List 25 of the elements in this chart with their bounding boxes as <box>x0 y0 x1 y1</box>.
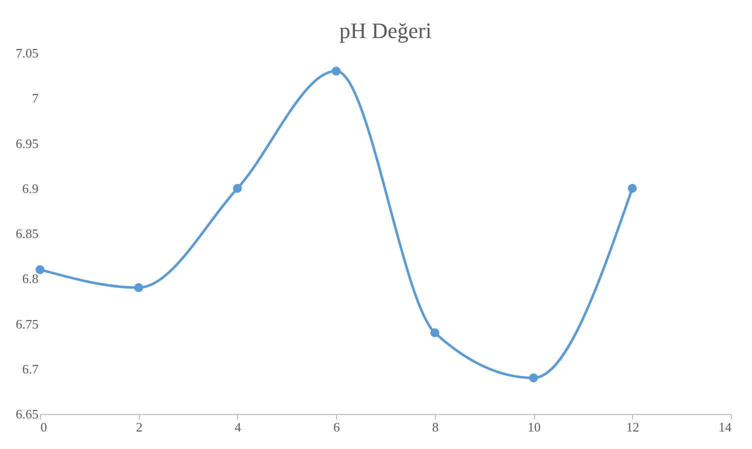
y-tick-label: 6.9 <box>22 180 38 196</box>
point <box>332 66 341 76</box>
x-tick-label: 14 <box>718 420 732 434</box>
point <box>36 265 44 274</box>
x-tick-label: 10 <box>528 420 541 434</box>
x-tick-label: 12 <box>626 420 640 434</box>
x-tick-label: 8 <box>432 420 439 434</box>
y-tick-label: 6.95 <box>16 136 38 151</box>
point <box>134 283 144 292</box>
y-tick-label: 6.85 <box>16 226 38 241</box>
y-tick-label: 7 <box>32 90 39 106</box>
y-tick-label: 6.7 <box>22 361 39 376</box>
y-tick-label: 6.65 <box>16 406 38 422</box>
y-tick-label: 6.75 <box>16 316 38 332</box>
x-tick-label: 6 <box>333 420 340 434</box>
chart-title: pH Değeri <box>339 18 432 43</box>
point <box>232 184 242 193</box>
y-tick-label: 7.05 <box>16 46 38 60</box>
y-tick-label: 6.8 <box>22 271 38 286</box>
point <box>430 328 440 338</box>
x-tick-label: 2 <box>136 420 142 434</box>
point <box>529 373 538 382</box>
point <box>628 184 637 193</box>
x-tick-label: 0 <box>40 420 47 434</box>
x-tick-label: 4 <box>234 420 242 434</box>
